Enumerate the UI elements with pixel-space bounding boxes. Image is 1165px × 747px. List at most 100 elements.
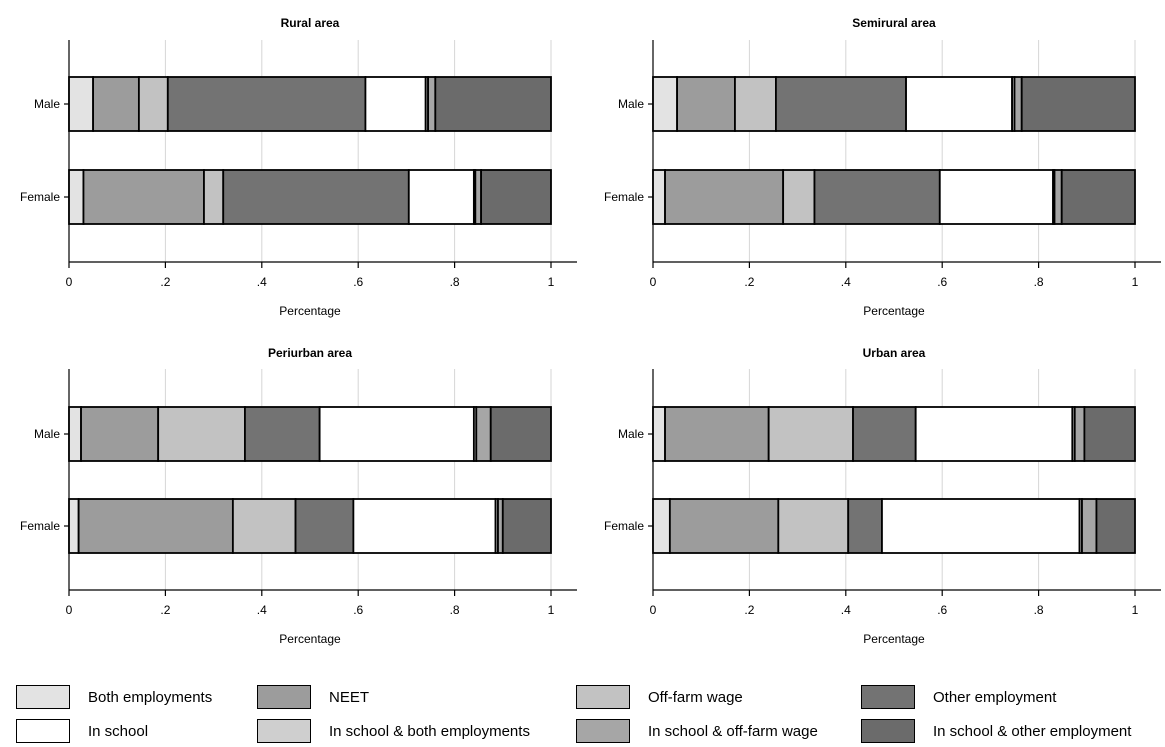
- bar-segment: [1020, 76, 1136, 132]
- x-tick-label: 0: [66, 603, 73, 617]
- x-tick-label: .4: [257, 275, 267, 289]
- legend-item-in-school-other-employment: In school & other employment: [861, 716, 1131, 746]
- bar-segment: [777, 498, 850, 554]
- bar-segment: [782, 169, 816, 225]
- bar-segment: [68, 76, 95, 132]
- bar-segment: [475, 406, 492, 462]
- legend-label: Both employments: [88, 688, 213, 706]
- bar-segment: [938, 169, 1054, 225]
- bar-segment: [652, 76, 679, 132]
- legend-item-off-farm-wage: Off-farm wage: [576, 682, 743, 712]
- legend-swatch: [257, 685, 311, 709]
- x-tick-label: .2: [744, 603, 754, 617]
- x-tick-label: .8: [450, 275, 460, 289]
- x-tick-label: .4: [841, 603, 851, 617]
- x-tick-label: .4: [841, 275, 851, 289]
- bar-segment: [1095, 498, 1136, 554]
- bar-segment: [1073, 406, 1086, 462]
- x-axis-label: Percentage: [863, 632, 925, 646]
- legend-swatch: [576, 719, 630, 743]
- legend-swatch: [16, 719, 70, 743]
- chart-title: Semirural area: [852, 16, 936, 30]
- chart-canvas: 0 .2 .4 .6 .8 1 Rural area Percentage Male Female…: [20, 16, 1161, 646]
- bar-segment: [847, 498, 883, 554]
- x-tick-label: .8: [1034, 603, 1044, 617]
- legend-swatch: [576, 685, 630, 709]
- legend-item-both-employments: Both employments: [16, 682, 212, 712]
- bar-segment: [407, 169, 475, 225]
- bar-segment: [652, 406, 666, 462]
- chart-panel: 0 .2 .4 .6 .8 1 Rural area Percentage Male Female: [20, 16, 577, 318]
- y-tick-label: Female: [604, 190, 644, 204]
- bar-segment: [68, 498, 80, 554]
- bar-segment: [489, 406, 552, 462]
- bar-segment: [1013, 76, 1023, 132]
- x-tick-label: .6: [937, 603, 947, 617]
- bar-segment: [480, 169, 552, 225]
- legend-item-other-employment: Other employment: [861, 682, 1056, 712]
- x-tick-label: 1: [1132, 275, 1139, 289]
- x-tick-label: 0: [650, 275, 657, 289]
- bar-segment: [222, 169, 410, 225]
- legend-label: In school: [88, 722, 149, 740]
- bar-segment: [668, 498, 780, 554]
- bar-segment: [775, 76, 907, 132]
- bar-segment: [734, 76, 777, 132]
- bar-segment: [1053, 169, 1063, 225]
- legend-label: NEET: [329, 688, 370, 706]
- bar-segment: [914, 406, 1074, 462]
- x-tick-label: .6: [353, 275, 363, 289]
- bar-segment: [1083, 406, 1136, 462]
- bar-segment: [92, 76, 140, 132]
- bar-segment: [137, 76, 169, 132]
- bar-segment: [664, 406, 770, 462]
- legend-swatch: [861, 719, 915, 743]
- chart-title: Urban area: [863, 346, 926, 360]
- legend-swatch: [861, 685, 915, 709]
- x-tick-label: 0: [66, 275, 73, 289]
- x-tick-label: .8: [450, 603, 460, 617]
- bar-segment: [68, 406, 82, 462]
- legend-label: In school & both employments: [329, 722, 530, 740]
- bar-segment: [1060, 169, 1136, 225]
- y-tick-label: Female: [20, 190, 60, 204]
- legend-label: In school & other employment: [933, 722, 1132, 740]
- x-tick-label: 1: [548, 275, 555, 289]
- x-tick-label: 1: [548, 603, 555, 617]
- bar-segment: [852, 406, 917, 462]
- chart-panel: 0 .2 .4 .6 .8 1 Semirural area Percentage Male Fe…: [604, 16, 1161, 318]
- x-axis-label: Percentage: [279, 304, 341, 318]
- legend-label: In school & off-farm wage: [648, 722, 818, 740]
- legend-swatch: [16, 685, 70, 709]
- bar-segment: [166, 76, 367, 132]
- bar-segment: [157, 406, 246, 462]
- bar-segment: [77, 498, 234, 554]
- bar-segment: [244, 406, 321, 462]
- x-tick-label: .2: [160, 603, 170, 617]
- bar-segment: [652, 498, 671, 554]
- y-tick-label: Male: [618, 427, 644, 441]
- x-axis-label: Percentage: [863, 304, 925, 318]
- chart-title: Periurban area: [268, 346, 352, 360]
- bar-segment: [905, 76, 1013, 132]
- bar-segment: [68, 169, 85, 225]
- x-tick-label: .2: [160, 275, 170, 289]
- bar-segment: [364, 76, 427, 132]
- legend-swatch: [257, 719, 311, 743]
- y-tick-label: Male: [618, 97, 644, 111]
- chart-title: Rural area: [281, 16, 340, 30]
- x-tick-label: 1: [1132, 603, 1139, 617]
- legend-label: Other employment: [933, 688, 1057, 706]
- x-tick-label: .2: [744, 275, 754, 289]
- legend-label: Off-farm wage: [648, 688, 743, 706]
- bar-segment: [434, 76, 552, 132]
- legend-item-in-school: In school: [16, 716, 148, 746]
- bar-segment: [427, 76, 437, 132]
- legend-item-in-school-off-farm-wage: In school & off-farm wage: [576, 716, 818, 746]
- bar-segment: [652, 169, 666, 225]
- bar-segment: [80, 406, 160, 462]
- bar-segment: [294, 498, 355, 554]
- bar-segment: [203, 169, 225, 225]
- x-axis-label: Percentage: [279, 632, 341, 646]
